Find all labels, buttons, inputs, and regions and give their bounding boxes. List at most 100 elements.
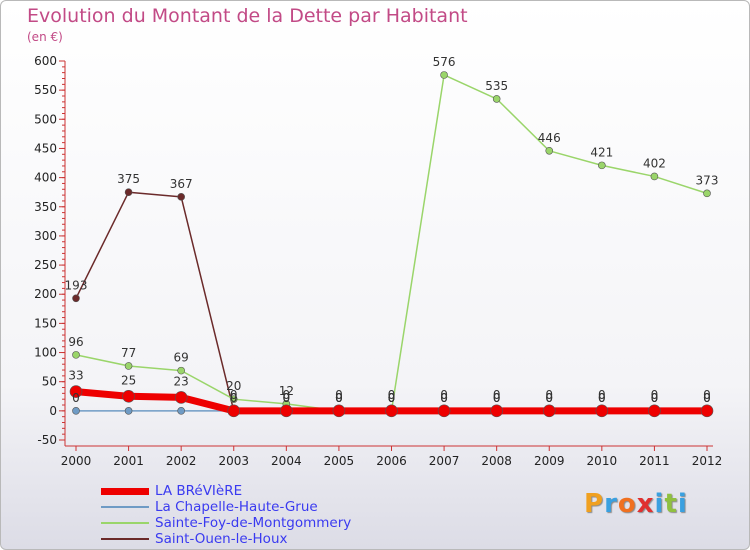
- y-tick-label: 400: [34, 171, 57, 185]
- x-tick-label: 2006: [376, 454, 407, 468]
- x-tick-label: 2008: [481, 454, 512, 468]
- data-label: 193: [65, 278, 88, 292]
- y-tick-label: 300: [34, 229, 57, 243]
- data-label: 0: [493, 391, 501, 405]
- legend-swatch: [101, 487, 149, 495]
- x-tick-label: 2009: [534, 454, 565, 468]
- data-label: 33: [68, 369, 83, 383]
- data-point: [229, 395, 238, 403]
- data-label: 25: [121, 373, 136, 387]
- y-tick-label: 150: [34, 316, 57, 330]
- y-tick-label: 500: [34, 112, 57, 126]
- data-label: 0: [335, 391, 343, 405]
- data-point: [440, 71, 448, 79]
- series-line: [75, 74, 708, 412]
- data-point: [650, 172, 659, 181]
- y-tick-label: -50: [37, 433, 57, 447]
- data-label: 0: [703, 391, 711, 405]
- data-label: 0: [388, 391, 396, 405]
- data-point: [227, 404, 241, 418]
- logo-letter: o: [617, 489, 637, 519]
- data-point: [700, 404, 714, 418]
- data-label: 0: [440, 391, 448, 405]
- x-tick-label: 2004: [271, 454, 302, 468]
- legend-swatch: [101, 522, 149, 524]
- data-point: [385, 404, 398, 418]
- logo-letter: t: [664, 489, 678, 519]
- data-label: 0: [230, 391, 238, 405]
- legend-swatch: [101, 506, 149, 508]
- data-point: [177, 193, 185, 201]
- data-label: 0: [545, 388, 553, 402]
- data-label: 0: [493, 388, 501, 402]
- legend-swatch: [101, 538, 149, 540]
- data-point: [437, 404, 451, 418]
- data-label: 0: [651, 388, 659, 402]
- data-point: [648, 404, 661, 418]
- legend-label: LA BRéVIèRE: [155, 483, 243, 499]
- data-label: 20: [226, 379, 241, 393]
- data-label: 0: [493, 391, 501, 405]
- data-label: 446: [538, 131, 561, 145]
- y-axis-ticks: -50 0 50 100 150 200 250 300 350 400 450 500 550 600: [34, 54, 57, 447]
- data-label: 96: [68, 335, 83, 349]
- data-label: 0: [230, 391, 238, 405]
- logo-letter: r: [604, 489, 618, 519]
- data-point: [703, 189, 711, 198]
- data-label: 402: [643, 156, 666, 170]
- y-tick-label: 250: [34, 258, 57, 272]
- data-label: 367: [170, 177, 193, 191]
- legend-item: Saint-Ouen-le-Houx: [101, 531, 391, 547]
- data-point: [124, 362, 133, 370]
- x-tick-label: 2001: [113, 454, 144, 468]
- data-point: [280, 404, 293, 418]
- data-label: 12: [279, 384, 294, 398]
- data-point: [545, 146, 554, 155]
- data-point: [72, 351, 80, 359]
- logo-letter: i: [654, 489, 665, 519]
- proxiti-logo: Proxiti: [584, 489, 688, 519]
- legend-item: Sainte-Foy-de-Montgommery: [101, 515, 391, 531]
- data-label: 0: [703, 388, 711, 402]
- x-tick-label: 2010: [587, 454, 618, 468]
- logo-letter: P: [584, 489, 605, 519]
- data-point: [124, 407, 133, 415]
- chart-title: Evolution du Montant de la Dette par Hab…: [27, 5, 468, 27]
- legend-label: Sainte-Foy-de-Montgommery: [155, 515, 352, 531]
- data-label: 375: [117, 172, 140, 186]
- data-point: [69, 385, 83, 398]
- data-label: 576: [433, 55, 456, 69]
- data-point: [490, 404, 503, 418]
- x-tick-label: 2003: [218, 454, 249, 468]
- y-tick-label: 0: [49, 404, 57, 418]
- data-label: 0: [440, 388, 448, 402]
- data-point: [174, 391, 188, 404]
- y-tick-label: 550: [34, 83, 57, 97]
- data-label: 0: [545, 391, 553, 405]
- y-tick-label: 350: [34, 200, 57, 214]
- data-point: [595, 404, 609, 418]
- data-label: 0: [283, 388, 291, 402]
- logo-letter: x: [636, 489, 655, 519]
- data-label: 0: [230, 388, 238, 402]
- data-label: 23: [174, 374, 189, 388]
- data-label: 535: [485, 79, 508, 93]
- series-line: [75, 191, 707, 412]
- y-tick-label: 100: [34, 346, 57, 360]
- data-point: [72, 294, 80, 303]
- data-label: 0: [283, 391, 291, 405]
- data-label: 0: [598, 391, 606, 405]
- data-label: 373: [696, 173, 719, 187]
- data-label: 0: [651, 391, 659, 405]
- logo-letter: i: [677, 489, 688, 519]
- data-point: [492, 95, 501, 103]
- x-axis-ticks: 2000 2001 2002 2003 2004 2005 2006 2007 2008 2009…: [61, 454, 723, 468]
- data-label: 0: [598, 391, 606, 405]
- legend-item: La Chapelle-Haute-Grue: [101, 499, 391, 515]
- data-label: 0: [651, 391, 659, 405]
- x-tick-label: 2002: [166, 454, 197, 468]
- x-tick-label: 2000: [61, 454, 92, 468]
- data-label: 77: [121, 346, 136, 360]
